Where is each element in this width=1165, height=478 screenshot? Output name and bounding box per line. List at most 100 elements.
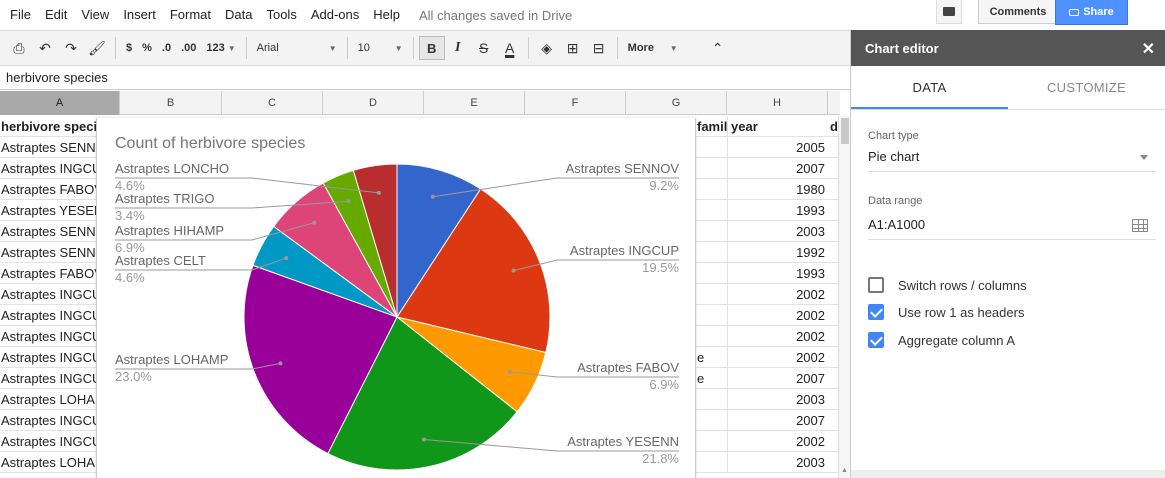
- data-range-input[interactable]: A1:A1000: [868, 214, 1156, 240]
- cell[interactable]: [697, 431, 727, 452]
- collapse-toolbar-icon[interactable]: ⌃: [711, 39, 724, 56]
- pie-slice[interactable]: [396, 188, 551, 354]
- column-header-b[interactable]: B: [120, 91, 222, 115]
- cell[interactable]: [697, 242, 727, 263]
- increase-decimal-button[interactable]: .00: [181, 42, 197, 54]
- cell[interactable]: 1992: [727, 242, 827, 263]
- cell[interactable]: [697, 158, 727, 179]
- cell[interactable]: [697, 179, 727, 200]
- menu-format[interactable]: Format: [169, 7, 211, 22]
- redo-icon[interactable]: ↷: [65, 39, 77, 56]
- comments-button[interactable]: Comments: [978, 0, 1058, 24]
- chart-type-select[interactable]: Pie chart: [868, 146, 1156, 172]
- more-button[interactable]: More ▼: [623, 36, 683, 60]
- cell[interactable]: 1980: [727, 179, 827, 200]
- column-header-d[interactable]: D: [323, 91, 424, 115]
- cell[interactable]: [697, 284, 727, 305]
- menu-view[interactable]: View: [81, 7, 110, 22]
- cell[interactable]: Astraptes SENN: [1, 224, 96, 239]
- cell[interactable]: Astraptes FABOV: [1, 266, 96, 281]
- cell[interactable]: 2002: [727, 305, 827, 326]
- cell[interactable]: [697, 389, 727, 410]
- tab-data[interactable]: DATA: [851, 66, 1008, 109]
- option-switch-rows-columns[interactable]: Switch rows / columns: [868, 276, 1027, 294]
- menu-tools[interactable]: Tools: [266, 7, 297, 22]
- cell[interactable]: [697, 263, 727, 284]
- grid-select-icon[interactable]: [1132, 219, 1148, 232]
- cell[interactable]: Astraptes INGCU: [1, 308, 96, 323]
- cell[interactable]: [697, 326, 727, 347]
- column-header-f[interactable]: F: [525, 91, 626, 115]
- menu-insert[interactable]: Insert: [123, 7, 156, 22]
- cell[interactable]: Astraptes INGCU: [1, 371, 96, 386]
- borders-icon[interactable]: ⊞: [566, 39, 579, 56]
- menu-help[interactable]: Help: [373, 7, 400, 22]
- cell[interactable]: Astraptes LOHAI: [1, 455, 96, 470]
- strikethrough-button[interactable]: S: [479, 40, 489, 56]
- cell[interactable]: 2003: [727, 389, 827, 410]
- print-icon[interactable]: ⎙: [13, 39, 25, 56]
- cell[interactable]: [697, 200, 727, 221]
- formula-bar[interactable]: herbivore species: [0, 66, 850, 90]
- cell[interactable]: [697, 305, 727, 326]
- cell[interactable]: 2007: [727, 410, 827, 431]
- cell[interactable]: 2007: [727, 158, 827, 179]
- font-size-select[interactable]: 10 ▼: [353, 36, 408, 60]
- cell[interactable]: Astraptes INGCU: [1, 413, 96, 428]
- pie-slice[interactable]: [396, 163, 482, 319]
- checkbox-aggregate-column-a[interactable]: [868, 332, 884, 348]
- cell[interactable]: Astraptes SENN: [1, 140, 96, 155]
- cell[interactable]: Astraptes LOHAI: [1, 392, 96, 407]
- cell[interactable]: [697, 452, 727, 473]
- menu-addons[interactable]: Add-ons: [310, 7, 360, 22]
- vertical-scrollbar[interactable]: ▲: [838, 116, 850, 478]
- cell[interactable]: [697, 137, 727, 158]
- tab-customize[interactable]: CUSTOMIZE: [1046, 80, 1127, 95]
- cell[interactable]: Astraptes INGCU: [1, 434, 96, 449]
- bold-button[interactable]: B: [418, 36, 445, 60]
- cell[interactable]: Astraptes FABOV: [1, 182, 96, 197]
- cell[interactable]: Astraptes YESEN: [1, 203, 96, 218]
- fill-color-icon[interactable]: ◈: [541, 39, 553, 56]
- checkbox-use-row-1-headers[interactable]: [868, 304, 884, 320]
- option-aggregate-column-a[interactable]: Aggregate column A: [868, 331, 1015, 349]
- cell[interactable]: 2002: [727, 284, 827, 305]
- column-header-g[interactable]: G: [626, 91, 727, 115]
- column-header-a[interactable]: A: [0, 91, 120, 115]
- cell[interactable]: year: [727, 116, 827, 137]
- menu-file[interactable]: File: [10, 7, 31, 22]
- undo-icon[interactable]: ↶: [39, 39, 51, 56]
- cell[interactable]: [697, 410, 727, 431]
- cell[interactable]: 2002: [727, 431, 827, 452]
- percent-button[interactable]: %: [142, 42, 152, 54]
- close-icon[interactable]: ✕: [1141, 41, 1155, 58]
- menu-data[interactable]: Data: [225, 7, 253, 22]
- cell[interactable]: Astraptes INGCU: [1, 287, 96, 302]
- column-header-c[interactable]: C: [222, 91, 323, 115]
- cell[interactable]: d: [830, 119, 838, 134]
- share-button[interactable]: Share: [1055, 0, 1128, 25]
- cell[interactable]: 2003: [727, 221, 827, 242]
- menu-edit[interactable]: Edit: [44, 7, 68, 22]
- cell[interactable]: 1993: [727, 200, 827, 221]
- pie-chart[interactable]: Count of herbivore species Astraptes SENN…: [96, 118, 696, 478]
- cell[interactable]: Astraptes INGCU: [1, 161, 96, 176]
- cell[interactable]: Astraptes SENN: [1, 245, 96, 260]
- pie-slice[interactable]: [327, 316, 518, 471]
- cell[interactable]: e: [697, 350, 705, 365]
- currency-button[interactable]: $: [126, 42, 133, 54]
- cell[interactable]: famil: [697, 119, 727, 134]
- decrease-decimal-button[interactable]: .0: [161, 42, 172, 54]
- italic-button[interactable]: I: [454, 40, 461, 55]
- scrollbar-thumb[interactable]: [841, 118, 849, 144]
- pie-slice[interactable]: [243, 264, 398, 455]
- cell[interactable]: Astraptes INGCU: [1, 329, 96, 344]
- merge-cells-icon[interactable]: ⊟: [592, 39, 605, 56]
- font-select[interactable]: Arial ▼: [252, 36, 342, 60]
- cell[interactable]: herbivore speci: [1, 119, 96, 134]
- cell[interactable]: 2002: [727, 347, 827, 368]
- comment-history-button[interactable]: [936, 0, 962, 24]
- cell[interactable]: [697, 221, 727, 242]
- cell[interactable]: 1993: [727, 263, 827, 284]
- paint-format-icon[interactable]: 🖌: [88, 39, 106, 56]
